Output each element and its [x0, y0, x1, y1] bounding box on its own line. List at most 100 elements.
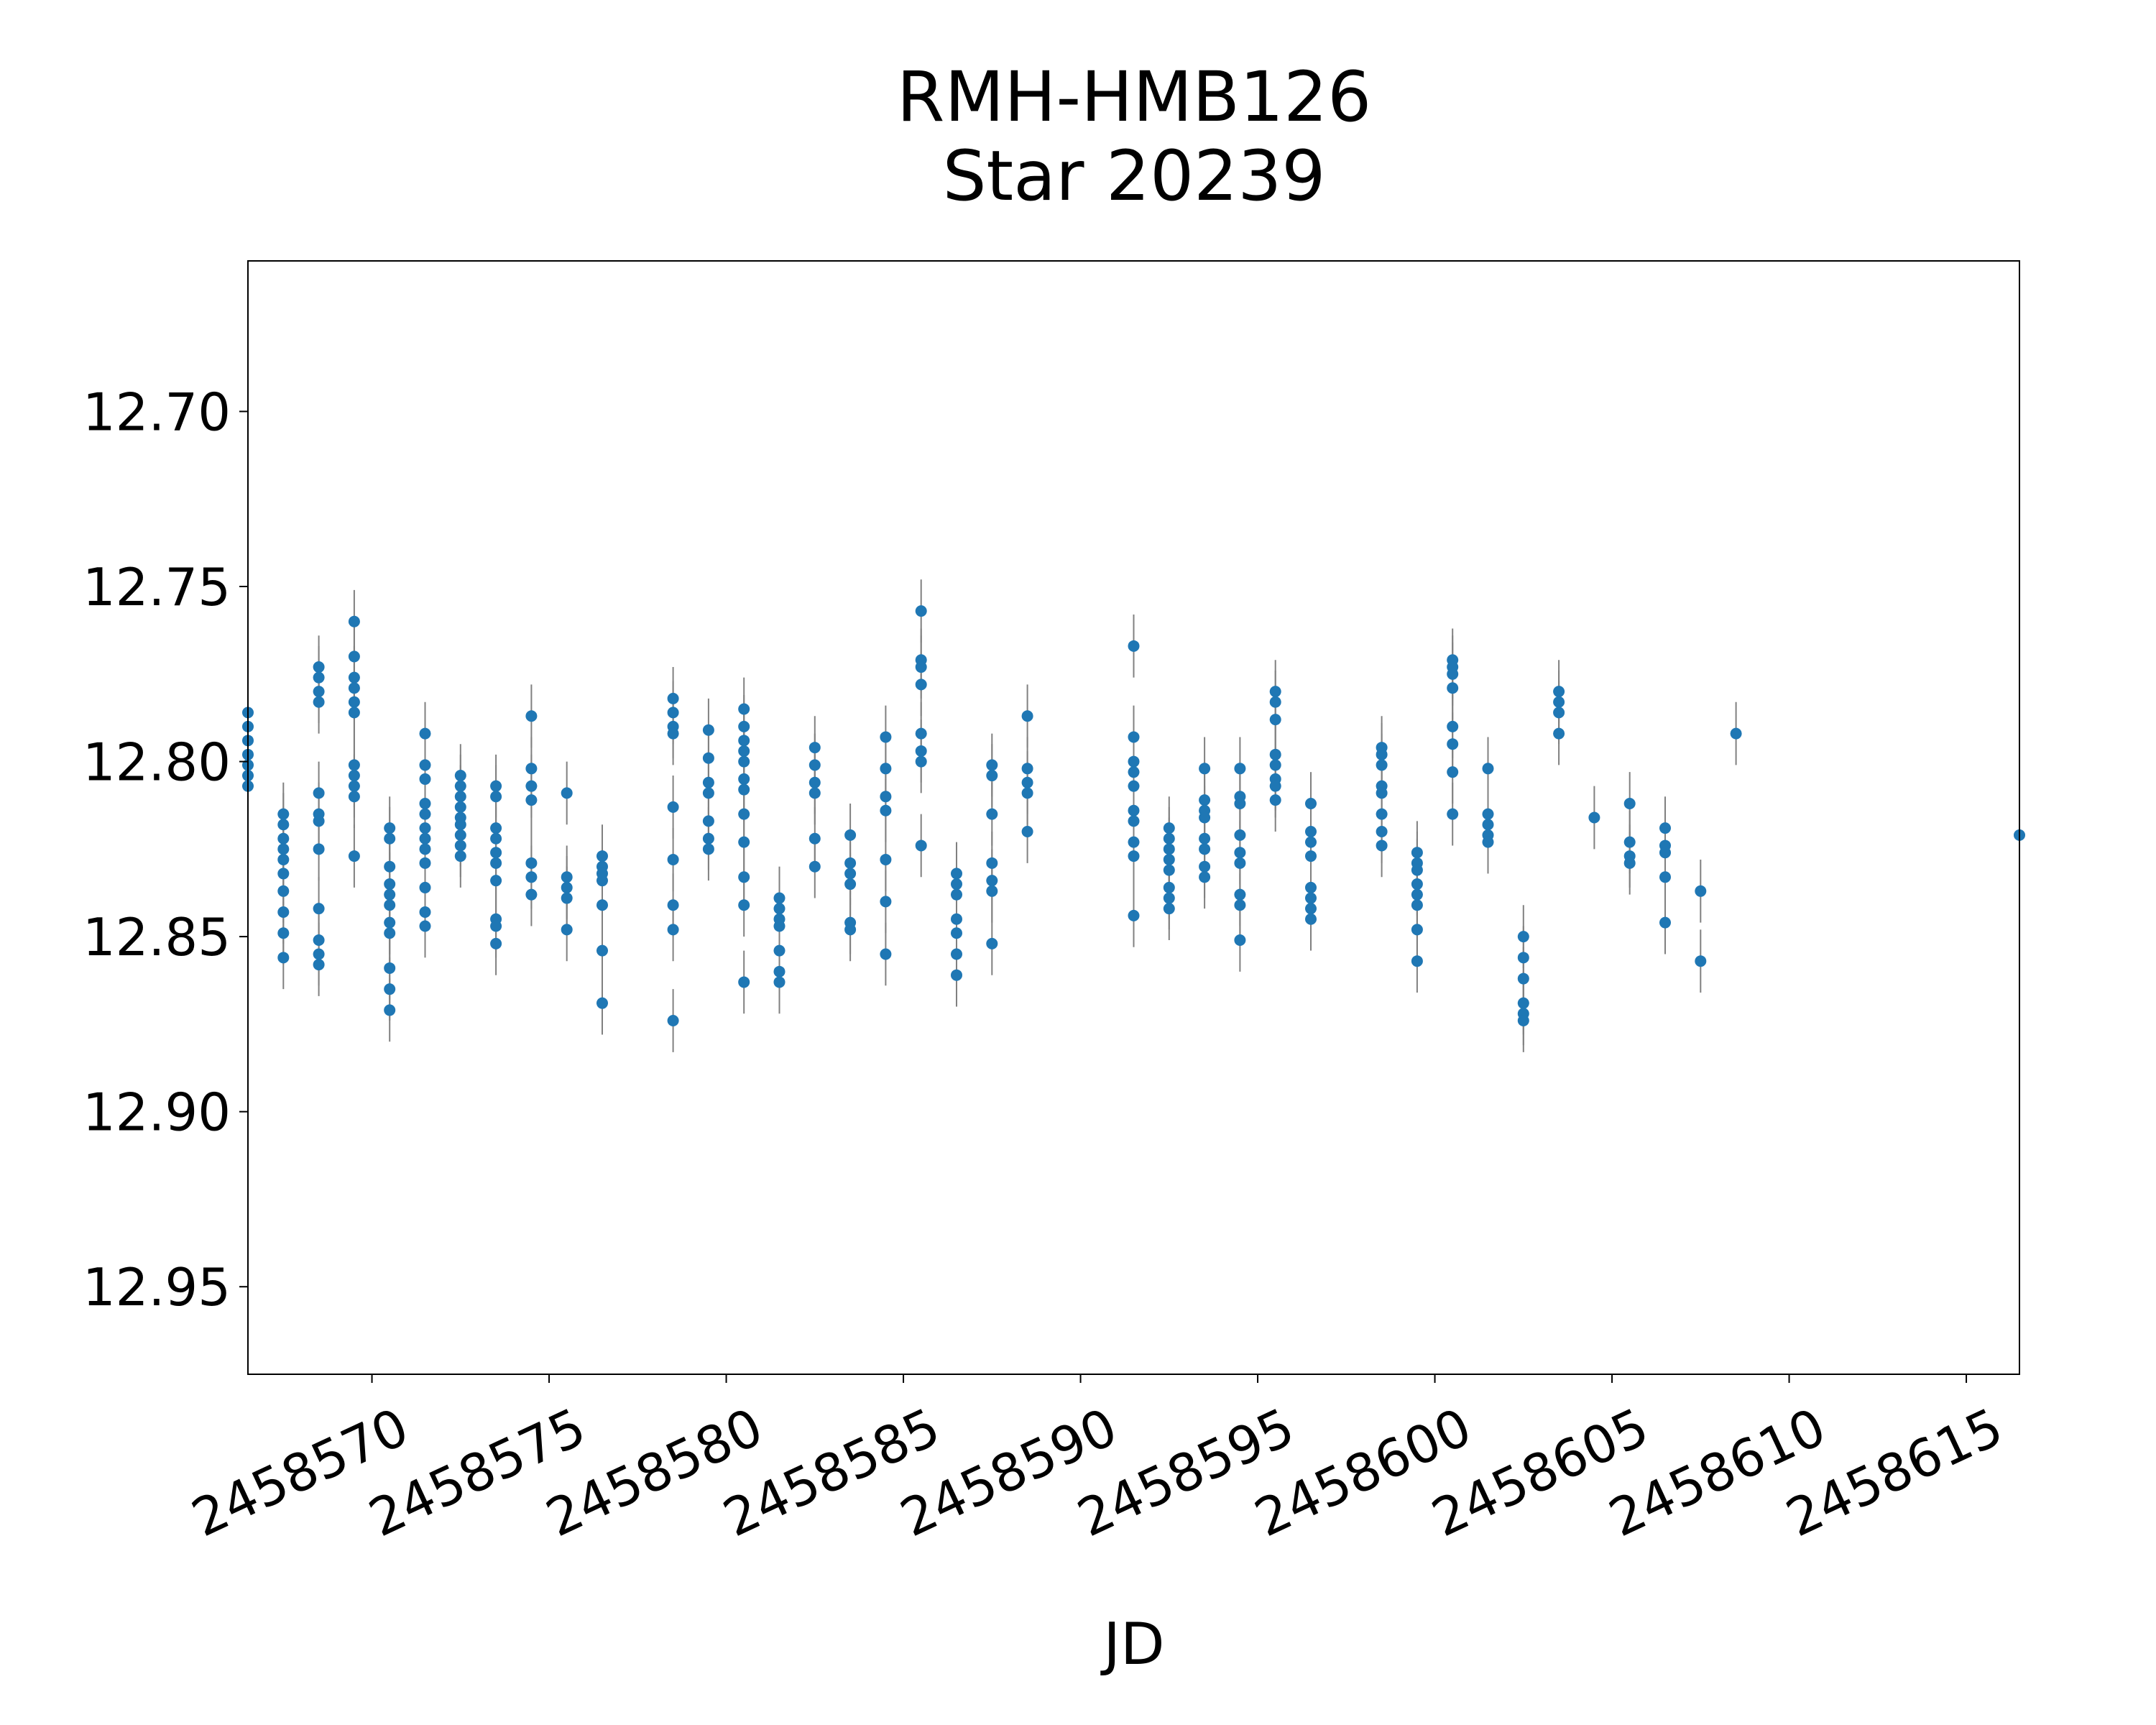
data-point	[986, 770, 998, 782]
data-point	[525, 763, 538, 775]
data-point	[1305, 903, 1317, 915]
data-point	[1517, 1015, 1529, 1027]
data-point	[951, 969, 962, 981]
data-point	[738, 745, 750, 757]
data-point	[384, 832, 396, 845]
data-point	[986, 937, 998, 949]
data-point	[738, 720, 750, 732]
data-point	[880, 896, 892, 908]
data-point	[1163, 822, 1175, 834]
data-point	[808, 742, 821, 754]
data-point	[277, 832, 290, 845]
data-point	[1553, 707, 1565, 719]
data-point	[419, 822, 431, 834]
data-point	[596, 944, 608, 957]
data-point	[1234, 857, 1246, 869]
chart-subtitle: Star 20239	[943, 136, 1326, 216]
data-point	[1411, 899, 1423, 911]
data-point	[1128, 766, 1140, 778]
data-point	[454, 850, 466, 862]
data-point	[490, 791, 502, 803]
data-point	[561, 881, 573, 893]
data-point	[880, 853, 892, 865]
data-point	[1021, 787, 1033, 799]
data-point	[702, 832, 714, 845]
data-point	[808, 787, 821, 799]
data-point	[986, 885, 998, 897]
data-point	[1199, 832, 1211, 845]
data-point	[525, 710, 538, 722]
data-point	[1163, 843, 1175, 855]
data-point	[1411, 864, 1423, 876]
data-point	[1411, 888, 1423, 901]
data-point	[454, 829, 466, 841]
data-layer	[242, 579, 2025, 1052]
data-point	[561, 892, 573, 904]
data-point	[454, 791, 466, 803]
data-point	[738, 773, 750, 785]
data-point	[1021, 825, 1033, 837]
data-point	[1128, 804, 1140, 816]
data-point	[384, 1004, 396, 1016]
data-point	[1199, 794, 1211, 806]
data-point	[1376, 840, 1388, 852]
data-point	[1447, 668, 1459, 680]
data-point	[1234, 829, 1246, 841]
data-point	[1411, 878, 1423, 891]
data-point	[384, 962, 396, 974]
data-point	[454, 770, 466, 782]
data-point	[773, 892, 786, 904]
data-point	[1517, 972, 1529, 985]
data-point	[561, 924, 573, 936]
data-point	[773, 920, 786, 932]
data-point	[313, 815, 325, 827]
data-point	[384, 878, 396, 891]
data-point	[986, 759, 998, 771]
data-point	[1517, 931, 1529, 943]
data-point	[277, 808, 290, 820]
data-point	[277, 906, 290, 919]
data-point	[880, 804, 892, 816]
data-point	[1376, 759, 1388, 771]
data-point	[348, 770, 360, 782]
data-point	[1411, 955, 1423, 967]
data-point	[419, 727, 431, 740]
data-point	[1659, 871, 1671, 883]
data-point	[384, 916, 396, 929]
y-tick-label: 12.90	[83, 1082, 231, 1143]
data-point	[773, 976, 786, 988]
data-point	[738, 899, 750, 911]
data-point	[1517, 952, 1529, 964]
data-point	[277, 843, 290, 855]
data-point	[348, 850, 360, 862]
data-point	[384, 899, 396, 911]
data-point	[348, 671, 360, 684]
data-point	[1199, 811, 1211, 824]
data-point	[1447, 808, 1459, 820]
data-point	[348, 759, 360, 771]
data-point	[1376, 787, 1388, 799]
data-point	[313, 661, 325, 673]
data-point	[277, 927, 290, 939]
data-point	[561, 871, 573, 883]
data-point	[738, 735, 750, 747]
data-point	[348, 696, 360, 708]
data-point	[1234, 798, 1246, 810]
data-point	[951, 878, 962, 891]
data-point	[313, 696, 325, 708]
data-point	[1623, 836, 1636, 848]
data-point	[1553, 727, 1565, 740]
data-point	[1199, 763, 1211, 775]
data-point	[596, 899, 608, 911]
data-point	[915, 840, 927, 852]
data-point	[1128, 815, 1140, 827]
data-point	[1482, 808, 1494, 820]
data-point	[667, 692, 679, 704]
data-point	[1659, 822, 1671, 834]
data-point	[667, 853, 679, 865]
data-point	[419, 857, 431, 869]
data-point	[1234, 888, 1246, 901]
data-point	[1269, 696, 1281, 708]
data-point	[1305, 913, 1317, 925]
